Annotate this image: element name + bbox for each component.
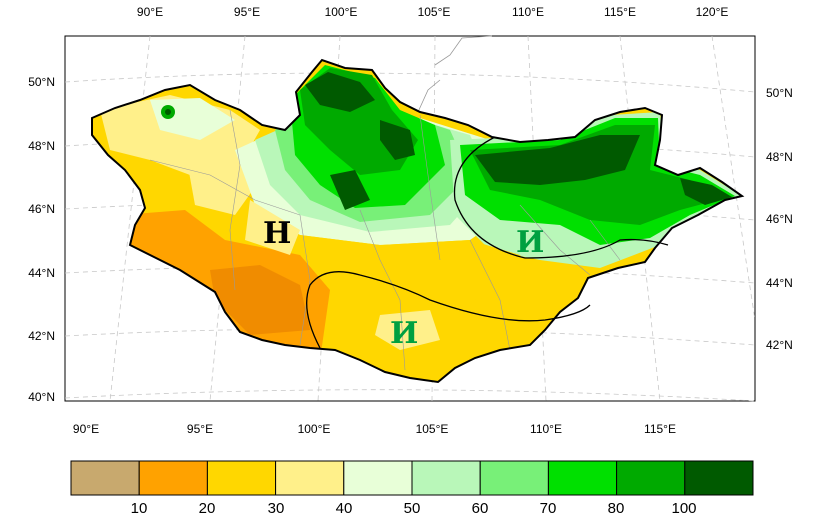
- colorbar-tick: 80: [607, 500, 625, 517]
- colorbar-tick: 30: [267, 500, 285, 517]
- colorbar-tick: 10: [130, 500, 148, 517]
- colorbar-tick: 60: [471, 500, 489, 517]
- colorbar-swatch: [411, 460, 481, 496]
- colorbar-swatch: [343, 460, 413, 496]
- bottom-lon-label: 110°E: [530, 422, 562, 436]
- region-boundary-east: [453, 136, 669, 259]
- top-lon-label: 105°E: [418, 5, 451, 19]
- left-lat-label: 50°N: [28, 75, 55, 89]
- province-borders: [149, 109, 621, 371]
- left-lat-label: 40°N: [28, 390, 55, 404]
- colorbar-swatch: [684, 460, 754, 496]
- top-lon-label: 100°E: [325, 5, 358, 19]
- top-lon-label: 115°E: [604, 5, 636, 19]
- region-label-i-east: И: [516, 225, 544, 260]
- colorbar-tick: 40: [335, 500, 353, 517]
- left-lat-label: 44°N: [28, 266, 55, 280]
- top-lon-label: 90°E: [137, 5, 163, 19]
- region-label-h: Н: [263, 216, 291, 251]
- colorbar-swatch: [70, 460, 140, 496]
- colorbar-swatch: [479, 460, 549, 496]
- bottom-lon-label: 90°E: [73, 422, 99, 436]
- top-lon-label: 95°E: [234, 5, 260, 19]
- colorbar-swatch: [275, 460, 345, 496]
- colorbar-swatch: [206, 460, 277, 496]
- colorbar-tick: 70: [539, 500, 557, 517]
- right-lat-label: 48°N: [766, 150, 793, 164]
- neighbour-borders: [417, 35, 493, 113]
- bottom-lon-labels: 90°E 95°E 100°E 105°E 110°E 115°E: [73, 422, 676, 436]
- bottom-lon-label: 95°E: [187, 422, 213, 436]
- right-lat-label: 44°N: [766, 276, 793, 290]
- colorbar-tick: 100: [671, 500, 697, 517]
- colorbar-swatch: [616, 460, 686, 496]
- left-lat-labels: 50°N 48°N 46°N 44°N 42°N 40°N: [28, 75, 55, 404]
- colorbar-tick: 20: [198, 500, 216, 517]
- colorbar: [70, 460, 754, 496]
- top-lon-label: 120°E: [696, 5, 729, 19]
- bottom-lon-label: 100°E: [298, 422, 331, 436]
- right-lat-labels: 50°N 48°N 46°N 44°N 42°N: [766, 86, 793, 352]
- colorbar-tick: 50: [403, 500, 421, 517]
- right-lat-label: 50°N: [766, 86, 793, 100]
- bottom-lon-label: 115°E: [644, 422, 676, 436]
- left-lat-label: 48°N: [28, 139, 55, 153]
- left-lat-label: 46°N: [28, 202, 55, 216]
- region-label-i-south: И: [390, 316, 418, 351]
- left-lat-label: 42°N: [28, 329, 55, 343]
- top-lon-labels: 90°E 95°E 100°E 105°E 110°E 115°E 120°E: [137, 5, 728, 19]
- bottom-lon-label: 105°E: [416, 422, 449, 436]
- colorbar-swatch: [547, 460, 618, 496]
- region-boundary-south: [306, 271, 591, 349]
- right-lat-label: 46°N: [766, 212, 793, 226]
- right-lat-label: 42°N: [766, 338, 793, 352]
- colorbar-swatch: [138, 460, 208, 496]
- top-lon-label: 110°E: [512, 5, 544, 19]
